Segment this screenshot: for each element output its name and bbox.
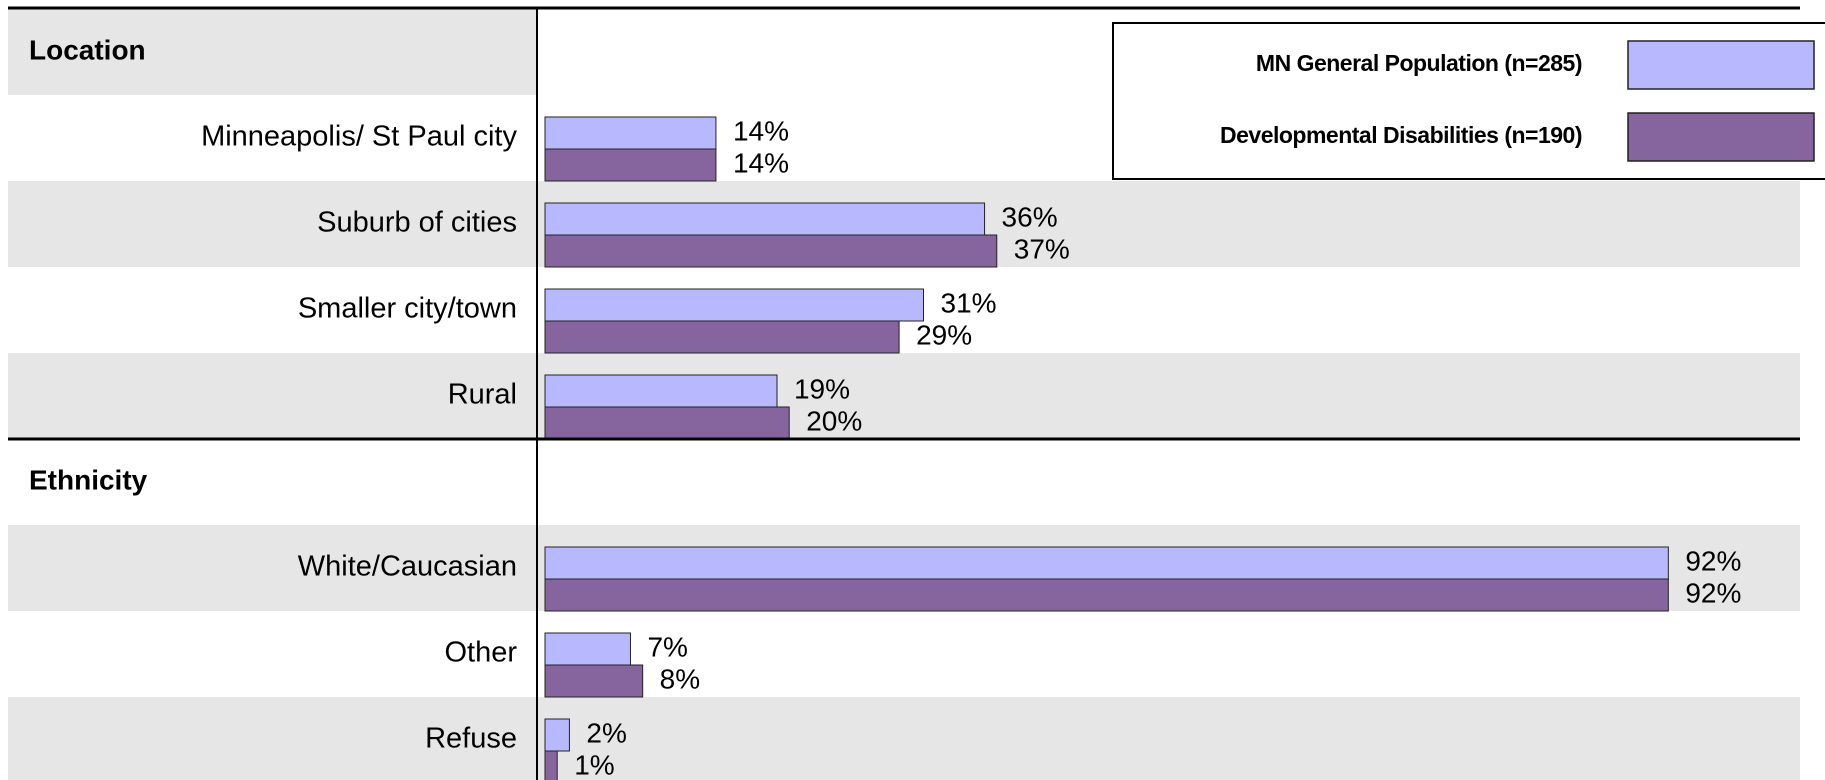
bar xyxy=(544,116,717,150)
value-label: 20% xyxy=(806,405,862,436)
bar xyxy=(544,320,900,354)
category-label: Other xyxy=(444,637,517,669)
value-label: 92% xyxy=(1685,577,1741,608)
value-label: 31% xyxy=(941,287,997,318)
bar xyxy=(544,202,986,236)
row-band xyxy=(8,9,537,95)
category-label: Refuse xyxy=(425,723,517,755)
value-label: 29% xyxy=(916,319,972,350)
value-label: 8% xyxy=(660,663,700,694)
value-label: 14% xyxy=(733,115,789,146)
category-label: Suburb of cities xyxy=(317,207,517,239)
bar xyxy=(544,632,631,666)
section-title: Ethnicity xyxy=(29,464,148,495)
bar xyxy=(544,750,558,780)
category-label: Rural xyxy=(448,379,517,411)
category-label: Minneapolis/ St Paul city xyxy=(201,121,517,153)
bar xyxy=(544,234,998,268)
legend-label: Developmental Disabilities (n=190) xyxy=(1220,122,1582,148)
bar xyxy=(544,406,790,440)
bar xyxy=(544,718,570,752)
category-label: Smaller city/town xyxy=(298,293,517,325)
section-title: Location xyxy=(29,34,146,65)
category-label: White/Caucasian xyxy=(298,551,517,583)
row-band xyxy=(8,353,1800,439)
bar xyxy=(544,288,925,322)
value-label: 36% xyxy=(1002,201,1058,232)
value-label: 7% xyxy=(647,631,687,662)
value-label: 92% xyxy=(1685,545,1741,576)
legend-swatch xyxy=(1627,40,1815,90)
bar xyxy=(544,374,778,408)
value-label: 19% xyxy=(794,373,850,404)
value-label: 37% xyxy=(1014,233,1070,264)
bar xyxy=(544,546,1669,580)
bar xyxy=(544,664,644,698)
bar xyxy=(544,148,717,182)
row-band xyxy=(8,697,1800,780)
value-label: 2% xyxy=(586,717,626,748)
legend-label: MN General Population (n=285) xyxy=(1256,50,1582,76)
value-label: 14% xyxy=(733,147,789,178)
bar xyxy=(544,578,1669,612)
legend-swatch xyxy=(1627,112,1815,162)
value-label: 1% xyxy=(574,749,614,780)
